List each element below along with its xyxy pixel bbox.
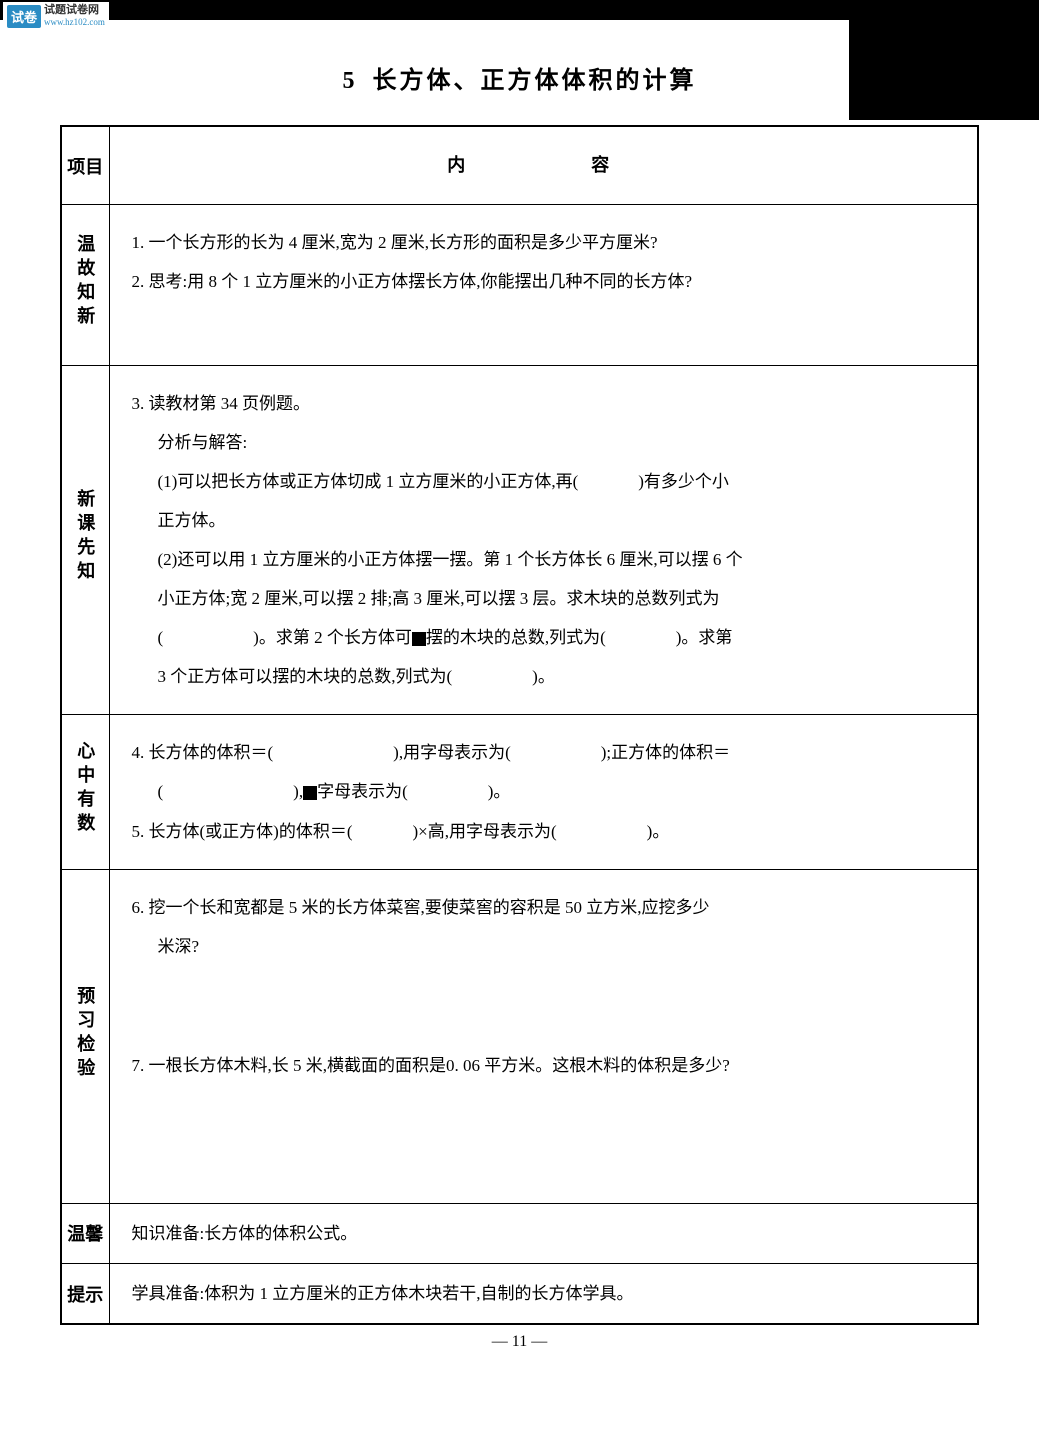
section-practice-label: 预习检验	[61, 869, 109, 1203]
header-col2-text: 内 容	[447, 155, 639, 175]
header-col2: 内 容	[109, 126, 978, 205]
q4d: (	[158, 782, 164, 801]
q4e: ),	[293, 782, 303, 801]
question-2: 2. 思考:用 8 个 1 立方厘米的小正方体摆长方体,你能摆出几种不同的长方体…	[132, 262, 956, 301]
q3-1-part-a: (1)可以把长方体或正方体切成 1 立方厘米的小正方体,再(	[158, 472, 579, 491]
question-3-2c: ( )。求第 2 个长方体可摆的木块的总数,列式为( )。求第	[132, 618, 956, 657]
q4c: );正方体的体积＝	[601, 743, 730, 762]
worksheet-table: 项目 内 容 温故知新 1. 一个长方形的长为 4 厘米,宽为 2 厘米,长方形…	[60, 125, 979, 1325]
section-practice: 预习检验 6. 挖一个长和宽都是 5 米的长方体菜窖,要使菜窖的容积是 50 立…	[61, 869, 978, 1203]
question-1: 1. 一个长方形的长为 4 厘米,宽为 2 厘米,长方形的面积是多少平方厘米?	[132, 223, 956, 262]
section-review: 温故知新 1. 一个长方形的长为 4 厘米,宽为 2 厘米,长方形的面积是多少平…	[61, 205, 978, 365]
question-3-header: 3. 读教材第 34 页例题。	[132, 384, 956, 423]
section-tips-content-1: 知识准备:长方体的体积公式。	[109, 1203, 978, 1263]
header-col1: 项目	[61, 126, 109, 205]
q5b: )×高,用字母表示为(	[412, 822, 556, 841]
question-6b: 米深?	[132, 927, 956, 966]
section-summary-label-text: 心中有数	[72, 741, 98, 837]
section-summary-content: 4. 长方体的体积＝( ),用字母表示为( );正方体的体积＝ (), 字母表示为()…	[109, 715, 978, 869]
section-newlesson: 新课先知 3. 读教材第 34 页例题。 分析与解答: (1)可以把长方体或正方…	[61, 365, 978, 715]
section-review-label: 温故知新	[61, 205, 109, 365]
question-7: 7. 一根长方体木料,长 5 米,横截面的面积是0. 06 平方米。这根木料的体…	[132, 1046, 956, 1085]
q5a: 5. 长方体(或正方体)的体积＝(	[132, 822, 353, 841]
section-review-label-text: 温故知新	[72, 234, 98, 330]
section-summary-label: 心中有数	[61, 715, 109, 869]
top-bar	[0, 0, 1039, 20]
question-3-sub: 分析与解答:	[132, 423, 956, 462]
q3-2h: )。	[532, 667, 555, 686]
title-text: 长方体、正方体体积的计算	[373, 68, 697, 94]
q3-2e: 摆的木块的总数,列式为(	[426, 628, 606, 647]
question-3-1-cont: 正方体。	[132, 501, 956, 540]
page-number: — 11 —	[60, 1333, 979, 1351]
q3-1-part-b: )有多少个小	[638, 472, 729, 491]
section-practice-label-text: 预习检验	[72, 986, 98, 1082]
section-newlesson-label: 新课先知	[61, 365, 109, 715]
q4f: 字母表示为(	[317, 782, 408, 801]
q3-2c-open: (	[158, 628, 164, 647]
black-square-icon	[303, 786, 317, 800]
title-number: 5	[343, 68, 358, 94]
page-content: 5 长方体、正方体体积的计算 项目 内 容 温故知新 1. 一个长方形的长为 4 …	[0, 20, 1039, 1371]
section-practice-content: 6. 挖一个长和宽都是 5 米的长方体菜窖,要使菜窖的容积是 50 立方米,应挖…	[109, 869, 978, 1203]
black-square-icon	[412, 632, 426, 646]
page-title: 5 长方体、正方体体积的计算	[60, 60, 979, 95]
question-4: 4. 长方体的体积＝( ),用字母表示为( );正方体的体积＝	[132, 733, 956, 772]
section-summary: 心中有数 4. 长方体的体积＝( ),用字母表示为( );正方体的体积＝ (), 字母…	[61, 715, 978, 869]
question-3-2a: (2)还可以用 1 立方厘米的小正方体摆一摆。第 1 个长方体长 6 厘米,可以…	[132, 540, 956, 579]
question-6a: 6. 挖一个长和宽都是 5 米的长方体菜窖,要使菜窖的容积是 50 立方米,应挖…	[132, 888, 956, 927]
q5c: )。	[647, 822, 670, 841]
section-newlesson-content: 3. 读教材第 34 页例题。 分析与解答: (1)可以把长方体或正方体切成 1…	[109, 365, 978, 715]
table-header-row: 项目 内 容	[61, 126, 978, 205]
question-4-cont: (), 字母表示为( )。	[132, 772, 956, 811]
q3-2f: )。求第	[676, 628, 733, 647]
q4b: ),用字母表示为(	[393, 743, 511, 762]
q3-2g: 3 个正方体可以摆的木块的总数,列式为(	[158, 667, 453, 686]
question-3-2g: 3 个正方体可以摆的木块的总数,列式为( )。	[132, 657, 956, 696]
q3-2d: )。求第 2 个长方体可	[253, 628, 412, 647]
section-tips-label-2: 提示	[61, 1263, 109, 1324]
section-review-content: 1. 一个长方形的长为 4 厘米,宽为 2 厘米,长方形的面积是多少平方厘米? …	[109, 205, 978, 365]
section-tips-2: 提示 学具准备:体积为 1 立方厘米的正方体木块若干,自制的长方体学具。	[61, 1263, 978, 1324]
section-tips-1: 温馨 知识准备:长方体的体积公式。	[61, 1203, 978, 1263]
section-tips-content-2: 学具准备:体积为 1 立方厘米的正方体木块若干,自制的长方体学具。	[109, 1263, 978, 1324]
q4g: )。	[488, 782, 511, 801]
q4a: 4. 长方体的体积＝(	[132, 743, 274, 762]
logo-site-name: 试题试卷网	[44, 4, 99, 16]
question-5: 5. 长方体(或正方体)的体积＝( )×高,用字母表示为( )。	[132, 812, 956, 851]
question-3-1: (1)可以把长方体或正方体切成 1 立方厘米的小正方体,再( )有多少个小	[132, 462, 956, 501]
question-3-2b: 小正方体;宽 2 厘米,可以摆 2 排;高 3 厘米,可以摆 3 层。求木块的总…	[132, 579, 956, 618]
section-newlesson-label-text: 新课先知	[72, 489, 98, 585]
section-tips-label-1: 温馨	[61, 1203, 109, 1263]
